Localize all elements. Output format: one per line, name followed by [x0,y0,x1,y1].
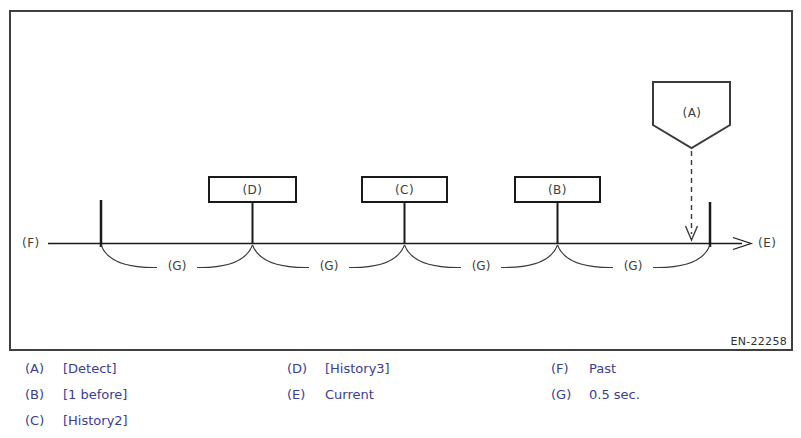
interval-label-2: (G) [309,259,349,274]
legend-key: (D) [287,361,325,376]
legend-value: 0.5 sec. [589,387,640,402]
legend-value: Current [325,387,374,402]
legend-key: (A) [25,361,63,376]
legend-row-a: (A) [Detect] [25,361,128,376]
event-box-history3: (D) [208,176,297,203]
legend-row-c: (C) [History2] [25,413,128,428]
event-box-history2: (C) [361,176,448,203]
axis-past-label: (F) [22,236,40,250]
legend-row-g: (G) 0.5 sec. [551,387,640,402]
legend-value: Past [589,361,616,376]
legend-column-1: (A) [Detect] (B) [1 before] (C) [History… [25,361,128,438]
legend-key: (G) [551,387,589,402]
legend-key: (E) [287,387,325,402]
legend-column-2: (D) [History3] (E) Current [287,361,390,413]
legend-key: (F) [551,361,589,376]
legend-row-b: (B) [1 before] [25,387,128,402]
event-box-1before: (B) [514,176,601,203]
legend-key: (B) [25,387,63,402]
legend-row-d: (D) [History3] [287,361,390,376]
axis-current-label: (E) [758,236,776,250]
interval-label-3: (G) [461,259,501,274]
event-box-history3-label: (D) [242,183,262,197]
interval-label-1: (G) [157,259,197,274]
legend-key: (C) [25,413,63,428]
event-box-1before-label: (B) [548,183,567,197]
legend-value: [Detect] [63,361,117,376]
event-box-history2-label: (C) [395,183,414,197]
legend-value: [History3] [325,361,390,376]
detect-pentagon-label: (A) [672,106,712,120]
legend-value: [History2] [63,413,128,428]
figure-canvas: (D) (C) (B) (A) (F) (E) (G) (G) (G) (G) … [0,0,801,438]
legend-column-3: (F) Past (G) 0.5 sec. [551,361,640,413]
legend-value: [1 before] [63,387,127,402]
interval-label-4: (G) [613,259,653,274]
figure-code: EN-22258 [730,335,787,348]
legend-row-e: (E) Current [287,387,390,402]
legend-row-f: (F) Past [551,361,640,376]
